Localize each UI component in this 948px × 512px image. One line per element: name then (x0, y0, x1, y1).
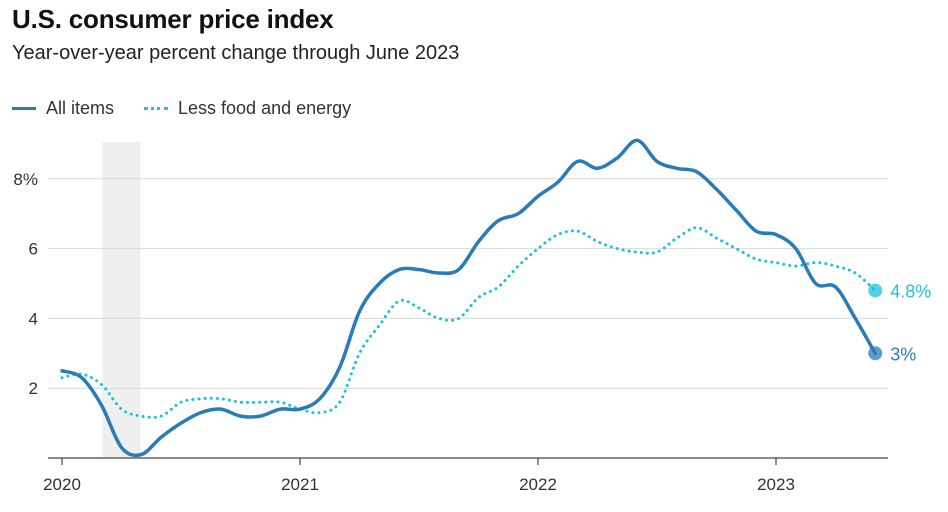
legend-swatch-all-items (12, 106, 36, 110)
y-tick-label-8: 8% (13, 170, 38, 189)
y-tick-label-6: 6 (29, 240, 38, 259)
end-marker-less-food-and-energy (868, 283, 883, 298)
recession-shading (102, 142, 141, 458)
legend-label-all-items: All items (46, 97, 115, 118)
legend-label-less-food-and-energy: Less food and energy (178, 97, 352, 118)
end-label-less-food-and-energy: 4.8% (890, 281, 931, 301)
end-marker-all-items (868, 346, 883, 361)
legend: All items Less food and energy (12, 96, 381, 120)
legend-item-all-items: All items (12, 98, 114, 119)
end-label-all-items: 3% (890, 344, 916, 364)
chart-subtitle: Year-over-year percent change through Ju… (12, 42, 460, 64)
legend-item-less-food-and-energy: Less food and energy (144, 98, 351, 119)
x-tick-label-2022: 2022 (519, 475, 557, 494)
x-tick-label-2020: 2020 (43, 475, 81, 494)
y-tick-label-2: 2 (29, 379, 38, 398)
x-tick-label-2021: 2021 (281, 475, 319, 494)
series-line-less-food-and-energy (60, 226, 877, 419)
y-tick-label-4: 4 (29, 309, 38, 328)
x-tick-label-2023: 2023 (757, 475, 795, 494)
legend-swatch-less-food-and-energy (144, 106, 169, 110)
series-line-all-items (60, 138, 877, 458)
chart-title: U.S. consumer price index (12, 4, 334, 34)
